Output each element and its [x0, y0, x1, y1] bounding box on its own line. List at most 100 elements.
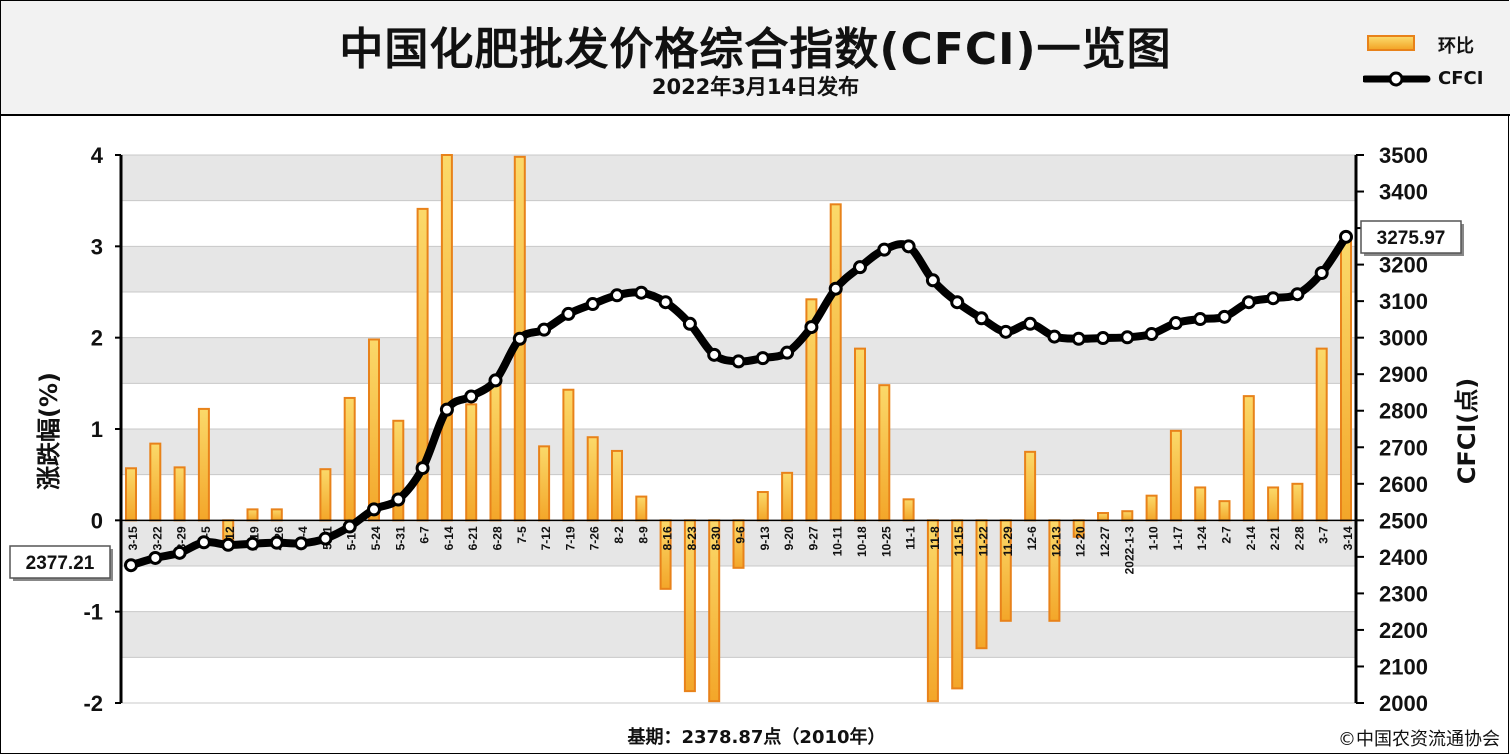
left-tick-label-1: 1	[91, 417, 103, 442]
category-label-11-15: 11-15	[952, 526, 966, 556]
category-label-7-26: 7-26	[588, 526, 602, 550]
category-label-7-19: 7-19	[563, 526, 577, 550]
cfci-point-3-7	[1314, 266, 1329, 281]
cfci-point-6-7	[415, 461, 430, 476]
legend-bar-swatch	[1367, 35, 1415, 51]
cfci-point-8-9	[634, 285, 649, 300]
bar-1-17	[1169, 429, 1182, 522]
bar-10-11	[829, 203, 842, 522]
cfci-point-3-29	[172, 545, 187, 560]
cfci-point-7-12	[537, 322, 552, 337]
bar-4-26	[270, 508, 283, 522]
plot-band	[121, 246, 1356, 292]
bar-8-2	[611, 449, 623, 522]
legend-bar-label: 环比	[1438, 36, 1474, 57]
left-tick-label-0: 0	[91, 508, 103, 533]
category-label-6-28: 6-28	[491, 526, 505, 550]
cfci-point-11-1	[901, 239, 916, 254]
bar-3-29	[173, 466, 186, 522]
legend-item-line: CFCI	[1363, 67, 1503, 93]
cfci-point-2-28	[1290, 287, 1305, 302]
bar-12-6	[1024, 450, 1037, 522]
right-tick-label-2000: 2000	[1379, 691, 1428, 716]
copyright-text: ©中国农资流通协会	[1338, 729, 1500, 750]
cfci-point-3-22	[148, 550, 163, 565]
bar-2-28	[1291, 482, 1304, 522]
cfci-point-9-6	[731, 354, 746, 369]
left-tick-label-2: 2	[91, 326, 103, 351]
cfci-point-12-20	[1071, 331, 1086, 346]
cfci-point-8-23	[682, 316, 697, 331]
bar-7-12	[538, 445, 551, 522]
right-tick-label-2900: 2900	[1379, 362, 1428, 387]
bar-12-27	[1097, 512, 1109, 522]
bar-3-22	[149, 442, 162, 522]
category-label-2-7: 2-7	[1220, 526, 1234, 544]
cfci-point-12-27	[1096, 331, 1110, 346]
right-tick-label-2200: 2200	[1379, 618, 1428, 643]
category-label-12-13: 12-13	[1049, 526, 1063, 557]
category-label-8-30: 8-30	[709, 526, 723, 550]
plot-band	[121, 429, 1356, 475]
bar-7-19	[562, 388, 575, 522]
category-label-1-10: 1-10	[1147, 526, 1161, 550]
cfci-point-10-25	[877, 242, 892, 257]
category-label-3-29: 3-29	[175, 526, 189, 550]
right-tick-label-2300: 2300	[1379, 581, 1428, 606]
plot-band	[121, 155, 1356, 201]
right-tick-label-2100: 2100	[1379, 654, 1428, 679]
cfci-point-12-13	[1047, 329, 1062, 344]
bar-7-26	[586, 436, 599, 522]
left-tick-label-4: 4	[91, 143, 104, 168]
category-label-10-25: 10-25	[879, 526, 893, 557]
category-label-11-22: 11-22	[977, 526, 991, 556]
cfci-point-7-5	[512, 331, 527, 346]
cfci-point-4-26	[269, 535, 284, 550]
cfci-point-5-24	[367, 502, 381, 517]
bar-8-9	[635, 495, 648, 522]
legend-line-label: CFCI	[1438, 68, 1484, 89]
cfci-point-5-4	[294, 536, 309, 551]
right-axis-title: CFCI(点)	[1453, 378, 1481, 485]
bar-11-1	[902, 498, 915, 522]
category-label-8-23: 8-23	[685, 526, 699, 550]
cfci-point-11-8	[925, 273, 940, 288]
category-label-7-12: 7-12	[539, 526, 553, 550]
cfci-point-8-30	[707, 347, 722, 362]
cfci-point-3-14	[1339, 229, 1353, 244]
bar-10-18	[854, 347, 866, 522]
bar-6-21	[465, 403, 478, 522]
legend-line-swatch	[1363, 71, 1431, 87]
category-label-8-16: 8-16	[661, 526, 675, 550]
cfci-point-5-17	[342, 519, 357, 534]
bar-2-14	[1242, 395, 1255, 522]
category-label-6-14: 6-14	[442, 526, 456, 550]
cfci-point-2-21	[1266, 291, 1281, 306]
category-label-3-7: 3-7	[1317, 526, 1331, 544]
category-label-5-31: 5-31	[393, 526, 407, 550]
bar-3-14	[1340, 238, 1352, 522]
bar-9-20	[781, 471, 794, 522]
callout-start-text: 2377.21	[26, 553, 95, 574]
category-label-10-18: 10-18	[855, 526, 869, 557]
category-label-11-29: 11-29	[1001, 526, 1015, 556]
cfci-point-6-28	[488, 373, 503, 388]
cfci-point-8-16	[658, 295, 673, 310]
category-label-10-11: 10-11	[831, 526, 845, 556]
cfci-point-4-5	[196, 535, 211, 550]
chart-title: 中国化肥批发价格综合指数(CFCI)一览图	[339, 24, 1172, 75]
cfci-point-6-14	[439, 402, 454, 417]
category-label-2-21: 2-21	[1268, 526, 1282, 550]
cfci-point-10-18	[853, 260, 867, 275]
category-label-8-2: 8-2	[612, 526, 626, 544]
category-label-8-9: 8-9	[636, 526, 650, 544]
category-label-2-14: 2-14	[1244, 526, 1258, 550]
bar-6-28	[489, 380, 502, 522]
cfci-point-2022-1-3	[1120, 330, 1135, 345]
release-date: 2022年3月14日发布	[651, 75, 860, 99]
left-tick-label-3: 3	[91, 234, 103, 259]
cfci-point-9-27	[804, 320, 819, 335]
cfci-point-5-11	[318, 531, 333, 546]
category-label-1-17: 1-17	[1171, 526, 1185, 550]
category-label-9-20: 9-20	[782, 526, 796, 550]
